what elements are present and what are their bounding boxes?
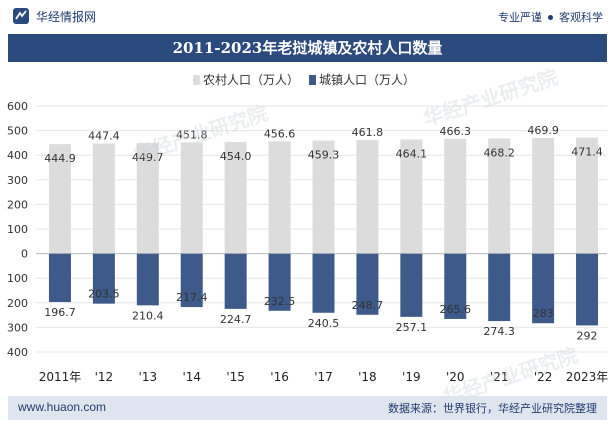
rural-bar <box>576 137 599 254</box>
legend-swatch <box>309 75 316 85</box>
urban-bar <box>576 253 599 326</box>
urban-data-label: 274.3 <box>483 325 515 338</box>
x-tick-label: '16 <box>270 370 289 384</box>
urban-data-label: 265.6 <box>440 303 472 316</box>
rural-data-label: 454.0 <box>220 150 252 163</box>
rural-data-label: 451.8 <box>176 128 208 141</box>
urban-bar <box>224 253 247 309</box>
y-tick-label: 300 <box>7 174 28 187</box>
x-tick-label: '22 <box>534 370 553 384</box>
x-tick-label: '14 <box>182 370 201 384</box>
rural-data-label: 461.8 <box>352 126 384 139</box>
chart-title: 2011-2023年老挝城镇及农村人口数量 <box>8 34 607 62</box>
urban-data-label: 292 <box>577 329 598 342</box>
rural-bar <box>136 142 159 254</box>
y-tick-label: 400 <box>7 346 28 359</box>
y-tick-label: 200 <box>7 297 28 310</box>
site-url-link[interactable]: www.huaon.com <box>18 400 107 414</box>
rural-data-label: 468.2 <box>483 146 515 159</box>
legend-swatch <box>193 75 200 85</box>
rural-data-label: 469.9 <box>527 124 559 137</box>
rural-data-label: 456.6 <box>264 127 296 140</box>
urban-data-label: 196.7 <box>44 306 76 319</box>
brand[interactable]: 华经情报网 <box>12 7 96 25</box>
rural-data-label: 444.9 <box>44 152 76 165</box>
rural-data-label: 447.4 <box>88 130 120 143</box>
urban-bar <box>488 253 511 322</box>
urban-data-label: 283 <box>533 307 554 320</box>
brand-name: 华经情报网 <box>36 9 97 24</box>
urban-bar <box>312 253 335 313</box>
x-tick-label: 2011年 <box>39 370 82 384</box>
rural-data-label: 471.4 <box>571 146 603 159</box>
rural-bar <box>444 138 467 254</box>
rural-bar <box>180 142 203 254</box>
rural-bar <box>356 139 379 254</box>
x-tick-label: '20 <box>446 370 465 384</box>
rural-data-label: 449.7 <box>132 151 164 164</box>
urban-bar <box>356 253 379 315</box>
x-tick-label: '13 <box>139 370 158 384</box>
x-tick-label: 2023年 <box>566 370 609 384</box>
slogan: 专业严谨 客观科学 <box>498 9 603 25</box>
urban-bar <box>400 253 423 317</box>
y-tick-label: 600 <box>7 100 28 113</box>
x-tick-label: '21 <box>490 370 509 384</box>
x-tick-label: '15 <box>226 370 245 384</box>
top-bar: 华经情报网 专业严谨 客观科学 <box>0 0 615 34</box>
urban-bar <box>532 253 555 324</box>
y-tick-label: 300 <box>7 321 28 334</box>
urban-bar <box>268 253 291 311</box>
x-tick-label: '17 <box>314 370 333 384</box>
y-tick-label: 100 <box>7 272 28 285</box>
urban-data-label: 210.4 <box>132 309 164 322</box>
rural-data-label: 464.1 <box>396 147 428 160</box>
rural-data-label: 459.3 <box>308 149 340 162</box>
rural-bar <box>268 141 291 254</box>
urban-data-label: 257.1 <box>396 321 428 334</box>
y-tick-label: 500 <box>7 125 28 138</box>
urban-data-label: 224.7 <box>220 313 252 326</box>
rural-bar <box>312 140 335 254</box>
urban-data-label: 240.5 <box>308 317 340 330</box>
brand-logo-icon <box>13 8 29 24</box>
urban-data-label: 248.7 <box>352 299 384 312</box>
legend-label: 农村人口（万人） <box>203 73 299 87</box>
urban-bar <box>92 253 115 304</box>
urban-bar <box>444 253 467 319</box>
y-tick-label: 0 <box>21 248 28 261</box>
slogan-left: 专业严谨 <box>498 11 542 24</box>
rural-bar <box>224 141 247 254</box>
urban-data-label: 203.5 <box>88 288 120 301</box>
bar-chart: 600 500 400 300 200 100 0 100 200 300 400 农村人口（万人） 城… <box>7 73 609 384</box>
urban-bar <box>48 253 71 302</box>
slogan-right: 客观科学 <box>559 11 603 24</box>
rural-bar <box>532 138 555 254</box>
urban-bar <box>136 253 159 306</box>
rural-bar <box>92 143 115 254</box>
data-source: 数据来源：世界银行，华经产业研究院整理 <box>388 402 597 415</box>
x-tick-label: '18 <box>358 370 377 384</box>
y-tick-label: 200 <box>7 198 28 211</box>
rural-data-label: 466.3 <box>440 125 472 138</box>
y-tick-label: 400 <box>7 149 28 162</box>
rural-bar <box>48 144 71 254</box>
x-tick-label: '19 <box>402 370 421 384</box>
legend-label: 城镇人口（万人） <box>319 73 415 87</box>
y-tick-label: 100 <box>7 223 28 236</box>
rural-bar <box>400 139 423 254</box>
footer: www.huaon.com 数据来源：世界银行，华经产业研究院整理 <box>8 396 607 420</box>
separator-dot-icon <box>548 15 553 20</box>
x-tick-label: '12 <box>95 370 114 384</box>
urban-bar <box>180 253 203 308</box>
urban-data-label: 217.4 <box>176 291 208 304</box>
rural-bar <box>488 138 511 254</box>
urban-data-label: 232.5 <box>264 295 296 308</box>
